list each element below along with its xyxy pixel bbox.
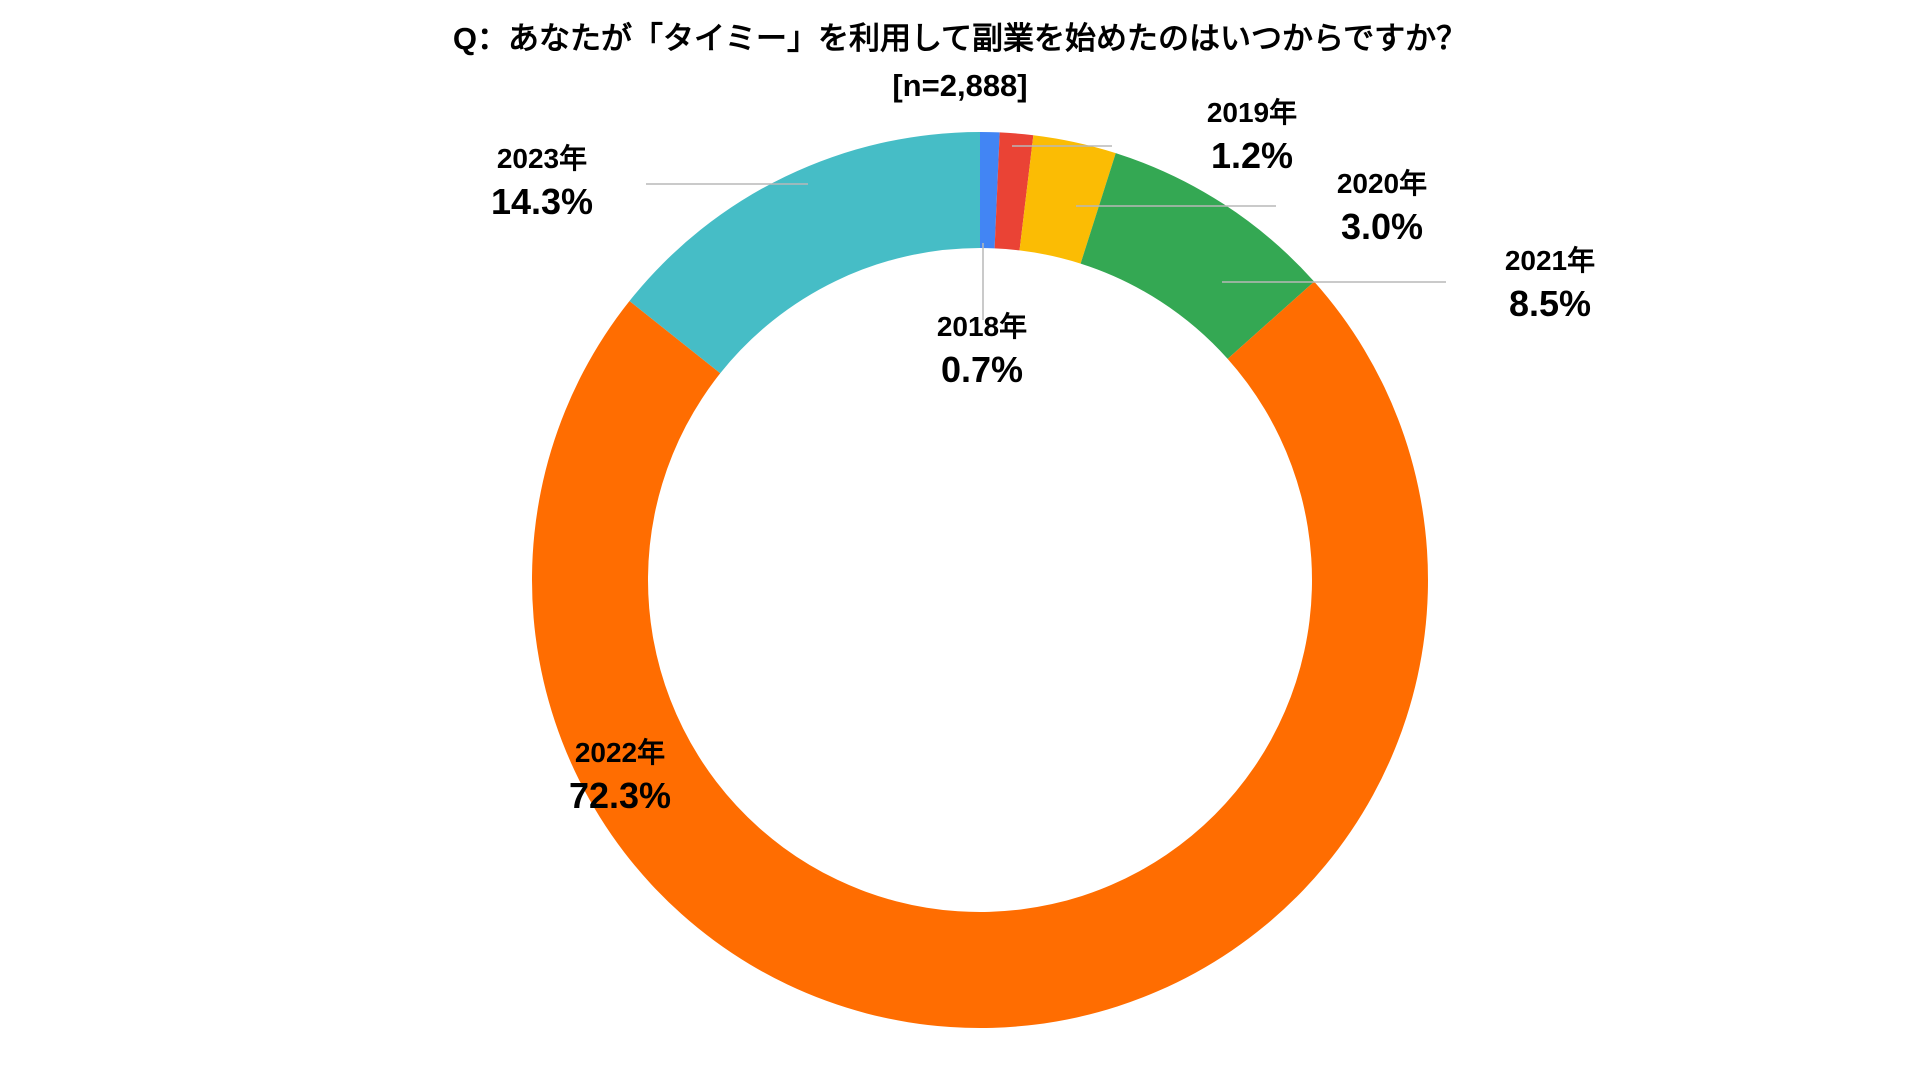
slice-label-value-2020: 3.0% <box>1341 206 1423 247</box>
slice-label-value-2019: 1.2% <box>1211 135 1293 176</box>
slice-label-year-2022: 2022年 <box>575 736 665 768</box>
slice-label-year-2020: 2020年 <box>1337 167 1427 199</box>
slice-2020 <box>1019 135 1116 264</box>
slice-2018 <box>980 132 1000 249</box>
slice-label-value-2021: 8.5% <box>1509 283 1591 324</box>
chart-title: Q：あなたが「タイミー」を利用して副業を始めたのはいつからですか？ <box>453 21 1467 56</box>
slice-2021 <box>1080 153 1315 359</box>
slice-label-value-2022: 72.3% <box>569 775 671 816</box>
leader-lines <box>646 145 1446 320</box>
slice-labels: 2018年 0.7% 2019年 1.2% 2020年 3.0% 2021年 8.5% 2022… <box>491 96 1595 816</box>
slice-label-year-2023: 2023年 <box>497 142 587 174</box>
slice-label-year-2018: 2018年 <box>937 310 1027 342</box>
slice-label-value-2018: 0.7% <box>941 349 1023 390</box>
slice-2022 <box>532 281 1428 1028</box>
donut-slices <box>532 132 1428 1028</box>
slice-label-value-2023: 14.3% <box>491 181 593 222</box>
chart-subtitle: [n=2,888] <box>892 68 1027 103</box>
slice-2019 <box>994 132 1034 251</box>
slice-label-year-2021: 2021年 <box>1505 244 1595 276</box>
slice-2023 <box>629 132 980 374</box>
slice-label-year-2019: 2019年 <box>1207 96 1297 128</box>
